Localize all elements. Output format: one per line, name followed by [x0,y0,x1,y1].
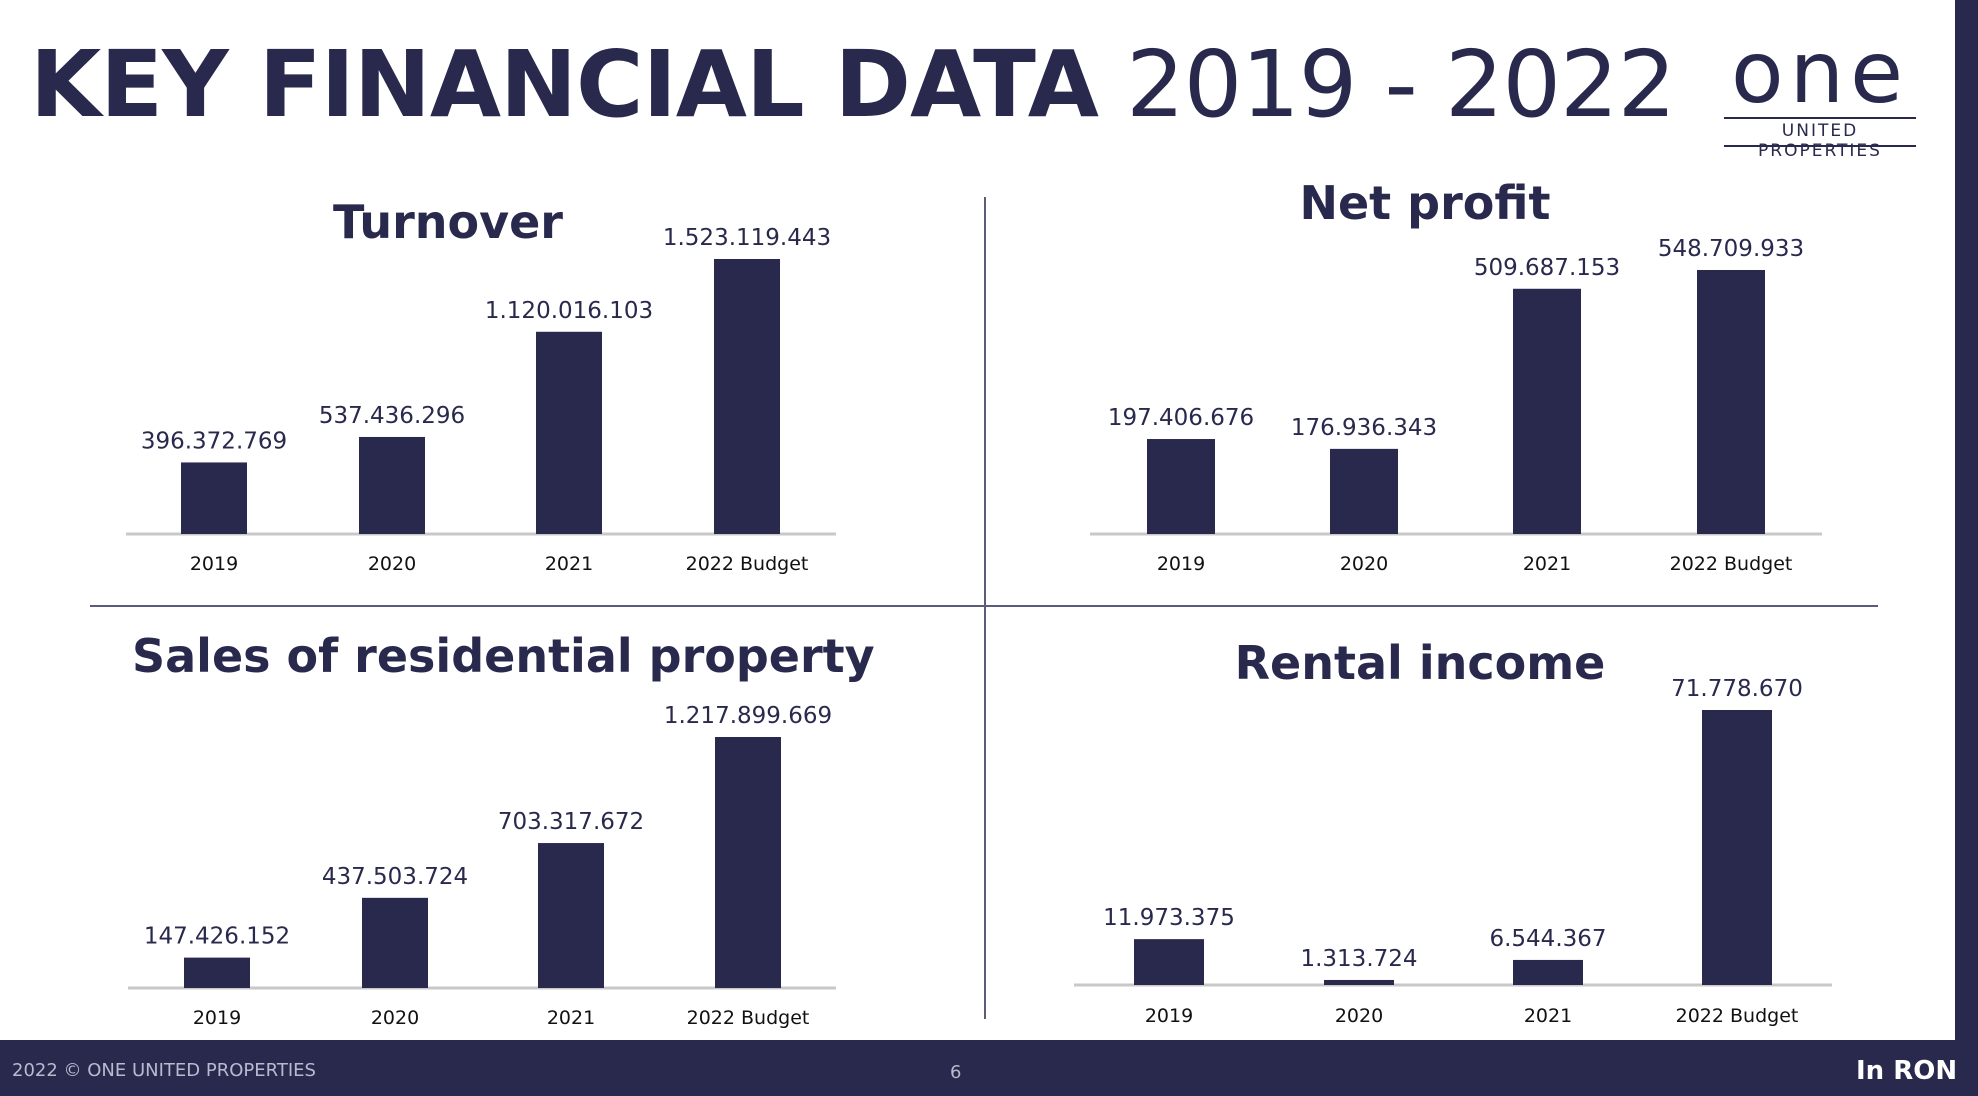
x-tick-label: 2020 [1335,1005,1383,1027]
x-tick-label: 2022 Budget [1676,1005,1799,1027]
x-tick-label: 2020 [368,553,416,575]
x-tick-label: 2020 [371,1007,419,1029]
bar [538,843,604,988]
x-tick-label: 2022 Budget [686,553,809,575]
x-tick-label: 2021 [545,553,593,575]
x-tick-label: 2021 [547,1007,595,1029]
bar [1513,959,1583,985]
bar [1147,439,1215,534]
data-label: 1.313.724 [1300,946,1417,972]
x-tick-label: 2021 [1523,553,1571,575]
page-title: KEY FINANCIAL DATA 2019 - 2022 [30,30,1676,140]
data-label: 1.217.899.669 [664,703,832,729]
bar [1330,448,1398,534]
bar [715,737,781,988]
data-label: 537.436.296 [319,403,465,429]
bar [1134,939,1204,985]
bar [1702,710,1772,985]
x-tick-label: 2022 Budget [1670,553,1793,575]
bar [359,436,425,534]
data-label: 703.317.672 [498,809,644,835]
data-label: 176.936.343 [1291,415,1437,441]
data-label: 509.687.153 [1474,255,1620,281]
page-title-bold: KEY FINANCIAL DATA [30,31,1099,138]
data-label: 548.709.933 [1658,236,1804,262]
x-tick-label: 2020 [1340,553,1388,575]
footer-bar: 2022 © ONE UNITED PROPERTIES 6 In RON [0,1040,1958,1096]
bar [1324,979,1394,985]
currency-note: In RON [1856,1056,1958,1086]
data-label: 1.523.119.443 [663,225,831,251]
x-tick-label: 2021 [1524,1005,1572,1027]
horizontal-divider [90,605,1878,607]
chart-title: Rental income [1234,636,1606,690]
company-logo: one UNITED PROPERTIES [1720,23,1920,161]
data-label: 437.503.724 [322,864,468,890]
data-label: 71.778.670 [1671,676,1803,702]
x-tick-label: 2019 [190,553,238,575]
bar [184,957,250,988]
logo-rule-bottom [1724,145,1916,147]
bar [362,897,428,988]
logo-wordmark: one [1730,23,1910,123]
footer-copyright: 2022 © ONE UNITED PROPERTIES [12,1060,316,1081]
right-accent-bar [1955,0,1978,1096]
logo-rule-top [1724,117,1916,119]
chart-title: Sales of residential property [132,629,875,683]
bar [714,259,780,534]
chart-title: Turnover [333,195,563,249]
data-label: 147.426.152 [144,924,290,950]
page-number: 6 [950,1062,962,1083]
bar [1697,270,1765,534]
x-tick-label: 2019 [1157,553,1205,575]
page-title-years: 2019 - 2022 [1126,31,1676,138]
x-tick-label: 2022 Budget [687,1007,810,1029]
chart-title: Net profit [1299,176,1551,230]
vertical-divider [984,197,986,1019]
data-label: 6.544.367 [1489,926,1606,952]
bar [1513,288,1581,534]
bar [181,462,247,534]
data-label: 396.372.769 [141,428,287,454]
data-label: 197.406.676 [1108,405,1254,431]
data-label: 1.120.016.103 [485,298,653,324]
x-tick-label: 2019 [1145,1005,1193,1027]
data-label: 11.973.375 [1103,905,1235,931]
x-tick-label: 2019 [193,1007,241,1029]
bar [536,331,602,534]
